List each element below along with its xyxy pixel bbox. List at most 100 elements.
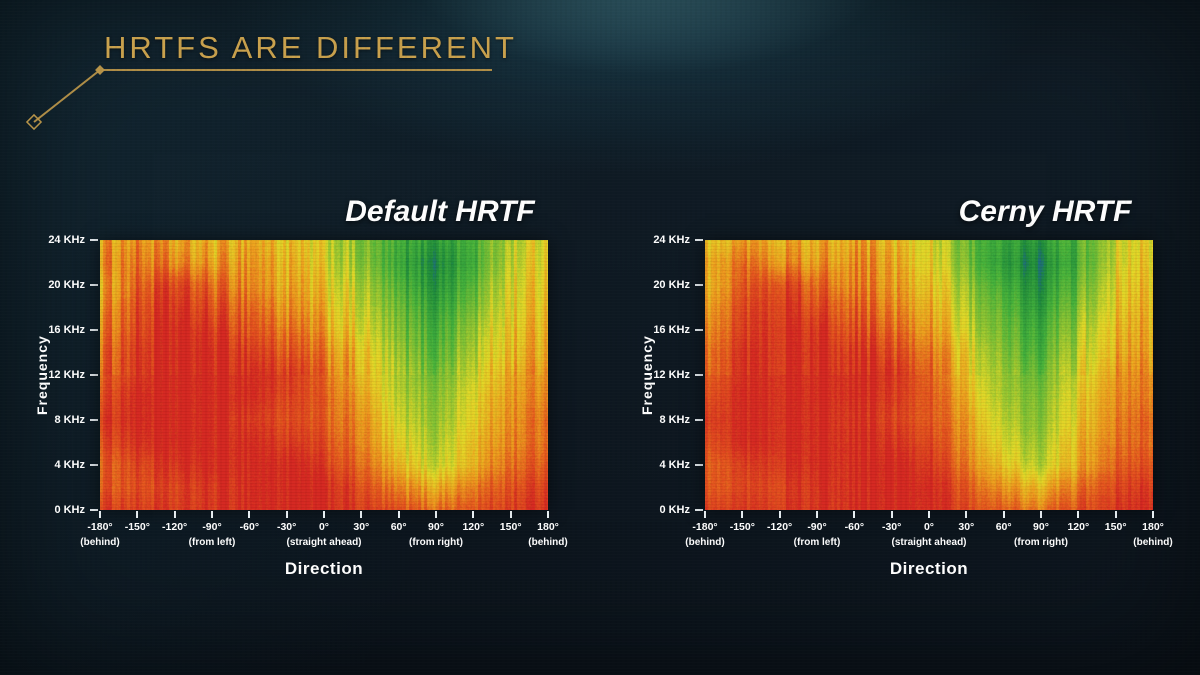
x-tick-mark [435, 511, 437, 518]
x-tick-label: -30° [276, 521, 297, 533]
chart-title: Cerny HRTF [958, 195, 1132, 228]
x-tick-label: -180° [692, 521, 718, 533]
x-tick-mark [1152, 511, 1154, 518]
x-tick-mark [547, 511, 549, 518]
x-tick-label: -150° [124, 521, 150, 533]
x-sublabel: (from right) [409, 537, 463, 548]
x-tick-label: 90° [1033, 521, 1049, 533]
y-tick-label: 16 KHz [653, 324, 690, 336]
y-tick-mark [90, 464, 98, 466]
x-tick-mark [472, 511, 475, 518]
y-tick-label: 20 KHz [653, 279, 690, 291]
x-tick-mark [928, 511, 930, 518]
x-tick-label: -150° [729, 521, 755, 533]
x-axis-title: Direction [889, 559, 969, 578]
x-tick-mark [816, 511, 818, 518]
x-tick-label: 30° [958, 521, 975, 533]
x-tick-label: 150° [1104, 521, 1127, 533]
y-tick-label: 8 KHz [659, 414, 690, 426]
x-sublabel: (straight ahead) [891, 537, 967, 548]
x-tick-mark [248, 511, 251, 518]
x-tick-mark [778, 511, 781, 518]
x-tick-label: -60° [844, 521, 865, 533]
y-axis: 24 KHz 20 KHz 16 KHz 12 KHz 8 KHz 4 KHz 0 KHz [40, 234, 98, 516]
x-tick-label: 60° [390, 521, 407, 533]
diamond-node-icon [25, 113, 43, 131]
x-tick-mark [704, 511, 706, 518]
x-tick-label: 120° [1067, 521, 1090, 533]
y-tick-mark [695, 374, 703, 376]
x-sublabel: (behind) [685, 537, 725, 548]
y-tick-label: 0 KHz [659, 504, 690, 516]
x-tick-mark [99, 511, 101, 518]
x-sublabel: (from left) [793, 537, 841, 548]
y-tick-label: 4 KHz [54, 459, 85, 471]
x-tick-mark [360, 511, 363, 518]
x-tick-mark [741, 511, 744, 518]
x-sublabel: (from right) [1014, 537, 1068, 548]
x-tick-label: 150° [499, 521, 522, 533]
y-tick-mark [90, 374, 98, 376]
y-tick-mark [695, 329, 703, 331]
x-tick-label: 180° [537, 521, 559, 533]
x-axis: -180° -150° -120° -90° -60° -30° 0° 30° 60° 90° 12… [87, 510, 559, 536]
x-tick-label: -60° [239, 521, 260, 533]
slide-title: HRTFS ARE DIFFERENT [104, 30, 517, 65]
title-underline-decoration [25, 65, 492, 131]
x-tick-mark [1114, 511, 1117, 518]
x-axis-sublabels: (behind) (from left) (straight ahead) (from… [685, 537, 1172, 551]
x-tick-mark [1002, 511, 1005, 518]
x-tick-label: -120° [162, 521, 188, 533]
x-tick-label: 0° [318, 521, 330, 533]
y-tick-mark [90, 284, 98, 286]
x-sublabel: (from left) [188, 537, 236, 548]
y-tick-label: 0 KHz [54, 504, 85, 516]
x-tick-label: 180° [1142, 521, 1164, 533]
x-tick-mark [211, 511, 213, 518]
chart-panel-default-hrtf: Default HRTF Frequency 24 KHz 20 KHz 16 KH… [34, 195, 605, 600]
x-tick-label: 60° [995, 521, 1012, 533]
heatmap-canvas [705, 240, 1153, 510]
x-tick-mark [397, 511, 400, 518]
x-tick-label: 30° [353, 521, 370, 533]
y-tick-mark [90, 509, 98, 511]
x-tick-mark [890, 511, 893, 518]
x-tick-label: 90° [428, 521, 444, 533]
chart-title: Default HRTF [345, 195, 535, 228]
y-tick-label: 24 KHz [653, 234, 690, 246]
x-tick-mark [1040, 511, 1042, 518]
y-tick-mark [695, 284, 703, 286]
x-tick-mark [285, 511, 288, 518]
y-tick-label: 24 KHz [48, 234, 85, 246]
y-tick-mark [90, 419, 98, 421]
y-tick-mark [695, 239, 703, 241]
y-tick-label: 16 KHz [48, 324, 85, 336]
y-tick-label: 8 KHz [54, 414, 85, 426]
x-sublabel: (straight ahead) [286, 537, 362, 548]
x-tick-label: -90° [807, 521, 827, 533]
x-axis: -180° -150° -120° -90° -60° -30° 0° 30° 60° 90° 12… [692, 510, 1164, 536]
x-tick-mark [1077, 511, 1080, 518]
y-tick-mark [695, 419, 703, 421]
x-tick-label: 120° [462, 521, 485, 533]
x-tick-mark [509, 511, 512, 518]
x-tick-mark [965, 511, 968, 518]
x-tick-label: -180° [87, 521, 113, 533]
y-tick-mark [695, 464, 703, 466]
x-sublabel: (behind) [528, 537, 568, 548]
x-tick-mark [136, 511, 139, 518]
x-tick-label: 0° [923, 521, 935, 533]
x-sublabel: (behind) [1133, 537, 1173, 548]
y-tick-mark [695, 509, 703, 511]
x-axis-title: Direction [284, 559, 364, 578]
y-tick-label: 12 KHz [653, 369, 690, 381]
y-tick-label: 20 KHz [48, 279, 85, 291]
x-tick-label: -30° [881, 521, 902, 533]
x-sublabel: (behind) [80, 537, 120, 548]
x-tick-mark [853, 511, 856, 518]
y-tick-label: 4 KHz [659, 459, 690, 471]
y-tick-mark [90, 239, 98, 241]
heatmap-canvas [100, 240, 548, 510]
x-axis-sublabels: (behind) (from left) (straight ahead) (from… [80, 537, 567, 551]
